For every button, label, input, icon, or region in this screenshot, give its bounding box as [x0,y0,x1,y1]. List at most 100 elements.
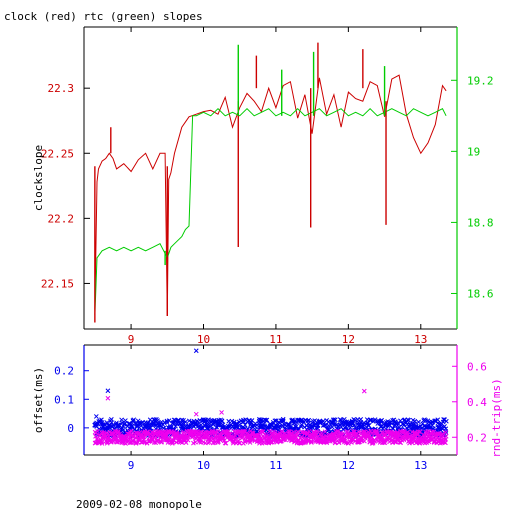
offset-point [330,421,336,427]
bottom-x-tick-label: 10 [197,459,210,472]
bottom-left-y-tick-label: 0.1 [54,393,74,406]
offset-point [367,417,373,423]
rnd-trip-point [401,429,407,434]
rnd-trip-point [235,438,241,443]
rnd-trip-point [278,438,283,444]
offset-point [167,424,173,430]
rnd-trip-point [215,429,221,434]
rnd-trip-point [295,429,301,435]
clock-series-line [94,74,447,317]
rnd-trip-point [242,429,248,434]
offset-point [396,421,401,427]
offset-point [144,424,150,429]
offset-point [195,423,201,429]
top-right-y-tick-label: 19 [467,145,480,158]
offset-markers [92,348,449,439]
offset-point [242,422,248,428]
offset-point [131,417,137,423]
rnd-trip-point [213,430,218,436]
rnd-trip-point [244,430,250,436]
offset-point [219,418,225,424]
offset-point [237,422,243,428]
rnd-trip-point [227,431,232,437]
rnd-trip-point [370,440,376,446]
bottom-x-tick-label: 12 [342,459,355,472]
offset-point [412,421,417,427]
rnd-trip-point [267,429,272,434]
rnd-trip-point [178,439,184,445]
rnd-trip-point [443,433,449,439]
rnd-trip-point [443,430,448,435]
offset-point [331,417,336,422]
offset-point [160,422,166,428]
rnd-trip-outlier-point [219,410,224,415]
rnd-trip-markers [92,388,449,446]
rnd-trip-point [93,434,98,439]
offset-outlier-point [280,416,286,422]
offset-point [280,418,286,424]
offset-point [326,423,332,428]
rnd-trip-point [241,429,247,434]
rnd-trip-outlier-point [105,395,111,401]
offset-point [170,420,176,425]
top-left-y-tick-label: 22.3 [48,82,75,95]
top-x-tick-label: 13 [414,333,427,346]
offset-point [109,417,114,422]
rnd-trip-point [159,440,164,445]
rnd-trip-point [116,429,121,434]
rnd-trip-point [322,429,328,435]
offset-outlier-point [193,348,199,354]
bottom-x-tick-label: 13 [414,459,427,472]
offset-point [122,422,127,427]
rnd-trip-point [95,428,100,434]
rnd-trip-point [141,439,146,445]
offset-point [286,422,292,428]
bottom-x-tick-label: 9 [128,459,135,472]
rnd-trip-point [99,439,105,445]
rnd-trip-point [151,440,157,445]
rnd-trip-point [335,428,341,434]
offset-point [393,420,399,426]
bottom-y-axis-label: offset(ms) [32,367,45,433]
top-left-y-tick-label: 22.25 [41,147,74,160]
offset-point [332,417,338,423]
bottom-right-y-tick-label: 0.4 [467,396,487,409]
offset-point [351,422,357,428]
top-x-tick-label: 12 [342,333,355,346]
offset-point [358,417,364,422]
offset-point [273,418,279,423]
offset-point [444,418,449,424]
rnd-trip-point [155,437,161,443]
offset-point [432,418,437,424]
rnd-trip-point [145,429,150,434]
offset-point [272,418,278,424]
rnd-trip-point [113,435,119,441]
bottom-left-y-tick-label: 0.2 [54,365,74,378]
offset-point [254,422,260,428]
top-right-y-tick-label: 18.8 [467,216,494,229]
rnd-trip-point [353,434,359,439]
offset-point [416,419,421,425]
offset-outlier-point [105,388,111,394]
rnd-trip-point [308,439,314,445]
offset-point [406,417,412,423]
top-left-y-tick-label: 22.15 [41,277,74,290]
footer-caption: 2009-02-08 monopole [76,498,202,511]
offset-point [400,421,406,427]
rnd-trip-point [179,440,185,445]
rnd-trip-point [205,440,211,446]
rnd-trip-point [437,438,442,443]
rnd-trip-point [223,440,229,446]
offset-point [137,425,142,430]
offset-point [216,423,222,428]
rnd-trip-point [436,431,441,436]
offset-point [147,425,153,430]
bottom-x-tick-label: 11 [269,459,282,472]
offset-point [389,421,395,427]
offset-point [441,417,446,422]
offset-point [145,420,151,426]
bottom-plot: 9 10 11 12 13 0 0.1 0.2 0.2 0.4 0.6 [54,344,487,472]
rnd-trip-point [170,439,175,445]
rnd-trip-outlier-point [361,388,367,394]
